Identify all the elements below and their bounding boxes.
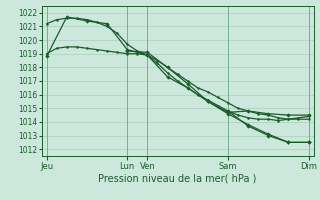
X-axis label: Pression niveau de la mer( hPa ): Pression niveau de la mer( hPa ) bbox=[99, 173, 257, 183]
